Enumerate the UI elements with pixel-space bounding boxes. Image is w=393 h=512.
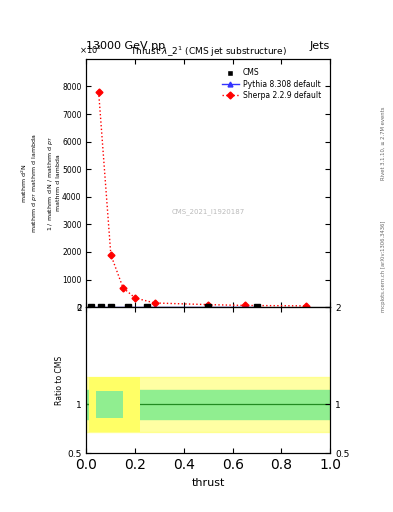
Sherpa 2.2.9 default <box>96 89 101 95</box>
Y-axis label: Ratio to CMS: Ratio to CMS <box>55 355 64 404</box>
Line: Pythia 8.308 default: Pythia 8.308 default <box>89 305 259 310</box>
CMS <box>99 304 103 310</box>
Text: $\times 10^3$: $\times 10^3$ <box>79 44 102 56</box>
Bar <box>96 391 123 418</box>
CMS <box>125 304 130 310</box>
Bar <box>86 377 330 432</box>
Line: CMS: CMS <box>88 304 260 310</box>
Sherpa 2.2.9 default <box>206 302 211 308</box>
Text: CMS_2021_I1920187: CMS_2021_I1920187 <box>172 208 245 215</box>
Pythia 8.308 default <box>108 304 113 310</box>
Text: 13000 GeV pp: 13000 GeV pp <box>86 40 165 51</box>
Sherpa 2.2.9 default <box>152 300 157 306</box>
CMS <box>108 304 113 310</box>
Legend: CMS, Pythia 8.308 default, Sherpa 2.2.9 default: CMS, Pythia 8.308 default, Sherpa 2.2.9 … <box>219 65 324 103</box>
Text: Rivet 3.1.10, ≥ 2.7M events: Rivet 3.1.10, ≥ 2.7M events <box>381 106 386 180</box>
Pythia 8.308 default <box>99 304 103 310</box>
Title: Thrust $\lambda\_2^1$ (CMS jet substructure): Thrust $\lambda\_2^1$ (CMS jet substruct… <box>130 45 287 59</box>
Sherpa 2.2.9 default <box>303 303 308 309</box>
Bar <box>89 377 140 432</box>
Sherpa 2.2.9 default <box>121 285 125 291</box>
CMS <box>145 304 150 310</box>
Sherpa 2.2.9 default <box>133 295 138 301</box>
Pythia 8.308 default <box>89 304 94 310</box>
Text: mcplots.cern.ch [arXiv:1306.3436]: mcplots.cern.ch [arXiv:1306.3436] <box>381 221 386 312</box>
CMS <box>89 304 94 310</box>
Text: Jets: Jets <box>310 40 330 51</box>
Bar <box>86 390 330 419</box>
Y-axis label: mathrm d$^2$N
mathrm d $p_T$ mathrm d lambda

1 / mathrm d N / mathrm d $p_T$
ma: mathrm d$^2$N mathrm d $p_T$ mathrm d la… <box>19 133 61 233</box>
Sherpa 2.2.9 default <box>108 251 113 258</box>
Pythia 8.308 default <box>125 304 130 310</box>
CMS <box>255 304 259 310</box>
Sherpa 2.2.9 default <box>242 303 247 309</box>
Pythia 8.308 default <box>145 304 150 310</box>
X-axis label: thrust: thrust <box>192 478 225 487</box>
Pythia 8.308 default <box>206 304 211 310</box>
Pythia 8.308 default <box>255 304 259 310</box>
CMS <box>206 304 211 310</box>
Line: Sherpa 2.2.9 default: Sherpa 2.2.9 default <box>96 90 308 308</box>
